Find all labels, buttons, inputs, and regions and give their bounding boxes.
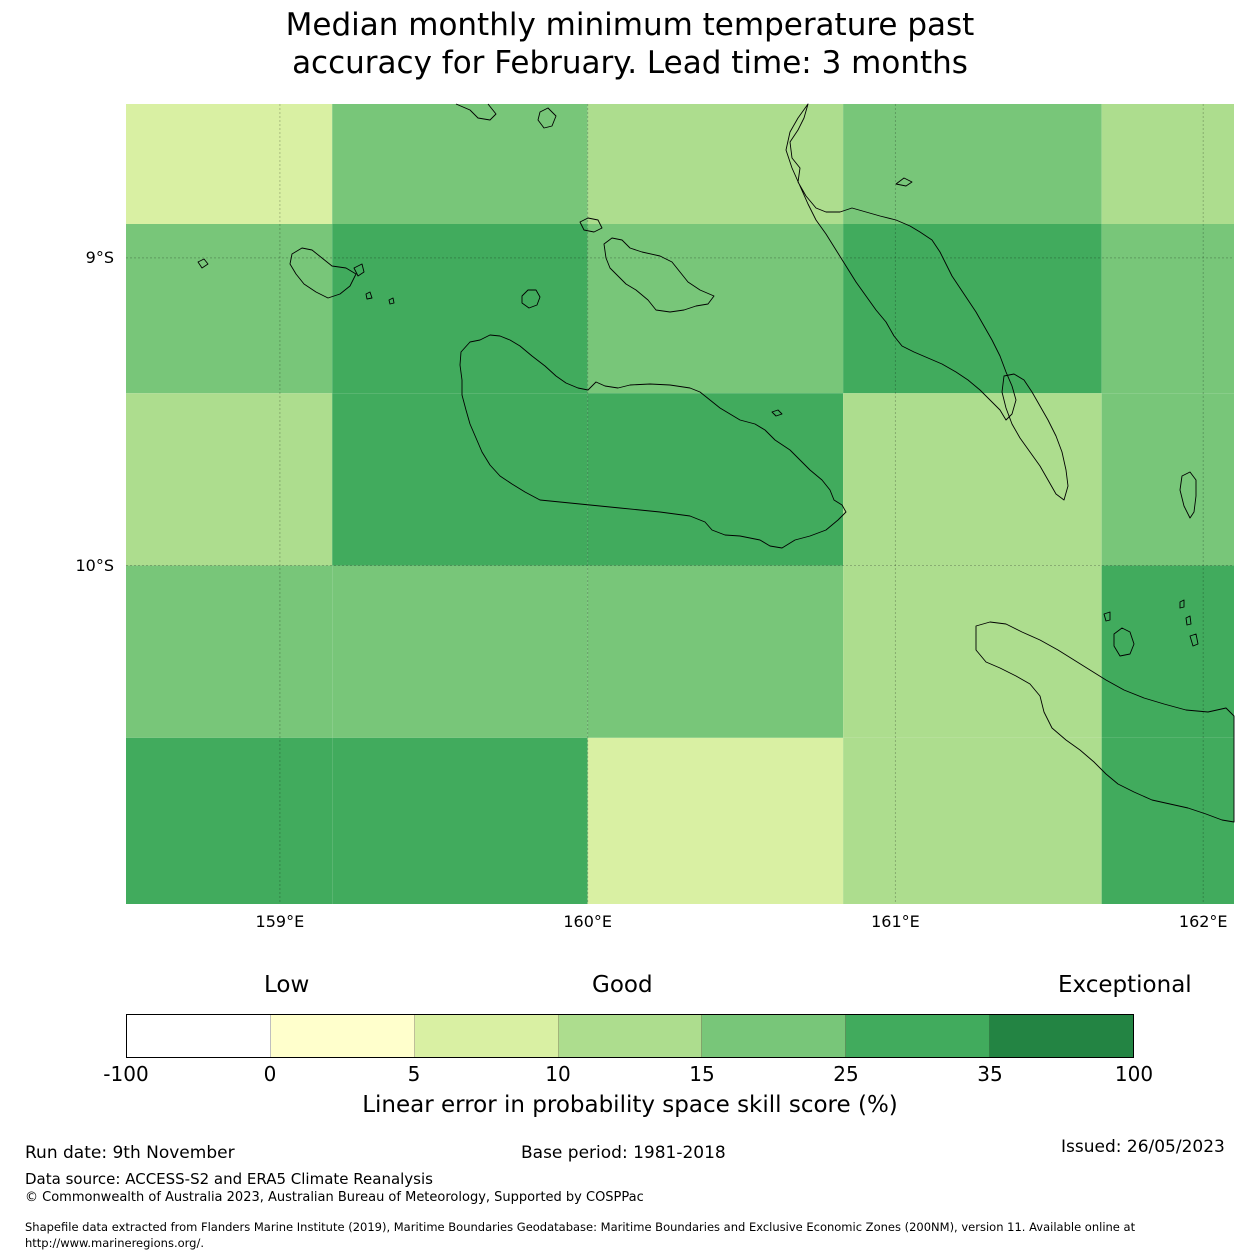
coastline-islet-f [1179, 599, 1185, 609]
colorbar-segment [990, 1015, 1134, 1057]
longitude-tick: 161°E [871, 912, 920, 931]
skill-cell [843, 565, 1102, 738]
title-line-1: Median monthly minimum temperature past [285, 7, 975, 43]
skill-cell [332, 565, 588, 738]
coastline-guadalcanal [459, 334, 847, 549]
colorbar-category-exceptional: Exceptional [1058, 972, 1192, 998]
colorbar-category-good: Good [592, 972, 653, 998]
skill-map [126, 103, 1235, 904]
longitude-tick: 162°E [1178, 912, 1228, 931]
coastline-islet-b [353, 263, 365, 277]
map-title: Median monthly minimum temperature past … [0, 6, 1260, 82]
coastline-russell [289, 247, 357, 299]
skill-cell [126, 224, 333, 394]
coastlines [197, 103, 1235, 823]
coastline-nggela-north [579, 217, 603, 233]
colorbar-segment [702, 1015, 847, 1057]
title-line-2: accuracy for February. Lead time: 3 mont… [292, 45, 968, 81]
coastline-islet-c [365, 291, 373, 300]
skill-cell [843, 224, 1102, 394]
coastline-islet-h [1189, 633, 1199, 647]
coastline-nggela [603, 237, 715, 313]
coastline-malaita [785, 103, 1017, 421]
coastline-small-malaita [1001, 373, 1069, 501]
skill-cells [126, 104, 1234, 904]
skill-cell [126, 393, 333, 566]
skill-cell [843, 104, 1102, 224]
coastline-makira [975, 621, 1235, 823]
skill-cell [126, 737, 333, 904]
longitude-tick: 159°E [255, 912, 305, 931]
colorbar-segment [270, 1015, 415, 1057]
colorbar-tick: 35 [977, 1062, 1003, 1086]
shapefile-credit-line-2: http://www.marineregions.org/. [25, 1236, 204, 1250]
skill-cell [587, 393, 844, 566]
colorbar-segment [558, 1015, 703, 1057]
colorbar-category-low: Low [264, 972, 310, 998]
skill-cell [843, 393, 1102, 566]
colorbar-segment [846, 1015, 991, 1057]
coastline-malaita-islet [895, 177, 913, 187]
skill-cell [332, 393, 588, 566]
coastline-islet-i [771, 409, 783, 417]
latitude-tick: 9°S [85, 247, 114, 267]
coastline-ugi [1113, 627, 1135, 657]
copyright: © Commonwealth of Australia 2023, Austra… [25, 1190, 644, 1205]
colorbar-segment [127, 1015, 271, 1057]
skill-cell [1101, 565, 1234, 738]
skill-cell [587, 224, 844, 394]
latitude-tick: 10°S [75, 555, 114, 575]
base-period: Base period: 1981-2018 [521, 1143, 726, 1163]
coastline-islet-d [388, 297, 395, 305]
skill-cell [587, 565, 844, 738]
coastline-isabel-islet [537, 107, 557, 129]
colorbar-tick: 15 [689, 1062, 715, 1086]
skill-cell [587, 737, 844, 904]
coastline-islet-e [1103, 611, 1111, 622]
coastline-savo [521, 289, 541, 309]
coastline-islet-g [1185, 615, 1192, 626]
colorbar-tick: 25 [833, 1062, 859, 1086]
colorbar-tick: -100 [103, 1062, 149, 1086]
colorbar-tick: 10 [545, 1062, 571, 1086]
skill-cell [843, 737, 1102, 904]
shapefile-credit-line-1: Shapefile data extracted from Flanders M… [25, 1220, 1136, 1234]
skill-cell [587, 104, 844, 224]
skill-cell [1101, 737, 1234, 904]
colorbar-tick: 5 [407, 1062, 421, 1086]
skill-cell [126, 565, 333, 738]
coastline-ulawa [1179, 471, 1197, 519]
data-source: Data source: ACCESS-S2 and ERA5 Climate … [25, 1170, 433, 1188]
skill-cell [1101, 224, 1234, 394]
colorbar-label: Linear error in probability space skill … [362, 1092, 898, 1118]
colorbar-tick: 100 [1114, 1062, 1154, 1086]
skill-cell [126, 104, 333, 224]
coastline-isabel-tip [455, 103, 497, 121]
issued-date: Issued: 26/05/2023 [1061, 1137, 1225, 1157]
coastline-islet-a [197, 258, 209, 269]
colorbar-tick: 0 [263, 1062, 277, 1086]
skill-cell [1101, 104, 1234, 224]
colorbar-segment [414, 1015, 559, 1057]
skill-cell [1101, 393, 1234, 566]
colorbar [126, 1014, 1134, 1058]
run-date: Run date: 9th November [25, 1143, 235, 1163]
skill-cell [332, 737, 588, 904]
skill-cell [332, 104, 588, 224]
gridlines [126, 104, 1234, 904]
longitude-tick: 160°E [563, 912, 612, 931]
